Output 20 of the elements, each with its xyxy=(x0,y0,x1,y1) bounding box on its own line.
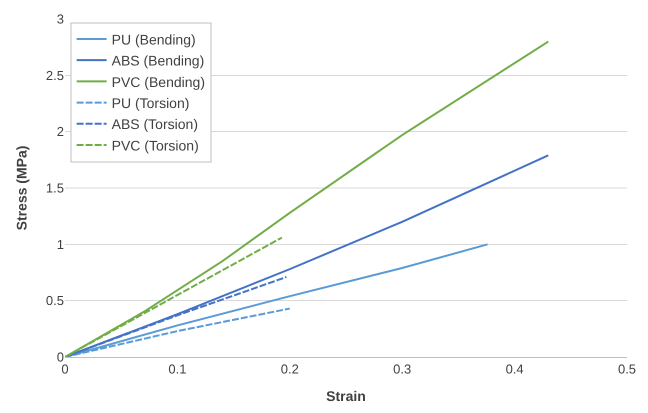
x-tick-label: 0.3 xyxy=(393,362,412,377)
legend-label: PVC (Torsion) xyxy=(112,137,199,154)
x-tick-label: 0.1 xyxy=(168,362,186,377)
y-tick-label: 1.5 xyxy=(46,180,64,196)
y-tick-label: 0 xyxy=(56,350,64,365)
legend-label: PU (Torsion) xyxy=(112,95,190,112)
x-tick-label: 0.5 xyxy=(618,362,636,377)
legend-label: ABS (Torsion) xyxy=(112,116,198,132)
y-axis-title: Stress (MPa) xyxy=(14,146,30,230)
legend-label: PVC (Bending) xyxy=(112,74,206,90)
y-tick-label: 1 xyxy=(56,236,64,252)
y-tick-label: 3 xyxy=(56,12,64,27)
x-axis-title: Strain xyxy=(326,388,366,404)
legend-label: ABS (Bending) xyxy=(112,52,204,69)
y-tick-label: 2.5 xyxy=(46,68,64,83)
y-tick-label: 0.5 xyxy=(46,293,64,308)
legend-label: PU (Bending) xyxy=(112,31,196,48)
y-tick-label: 2 xyxy=(56,124,64,140)
x-tick-label: 0.2 xyxy=(280,362,299,377)
x-tick-label: 0.4 xyxy=(506,362,524,377)
